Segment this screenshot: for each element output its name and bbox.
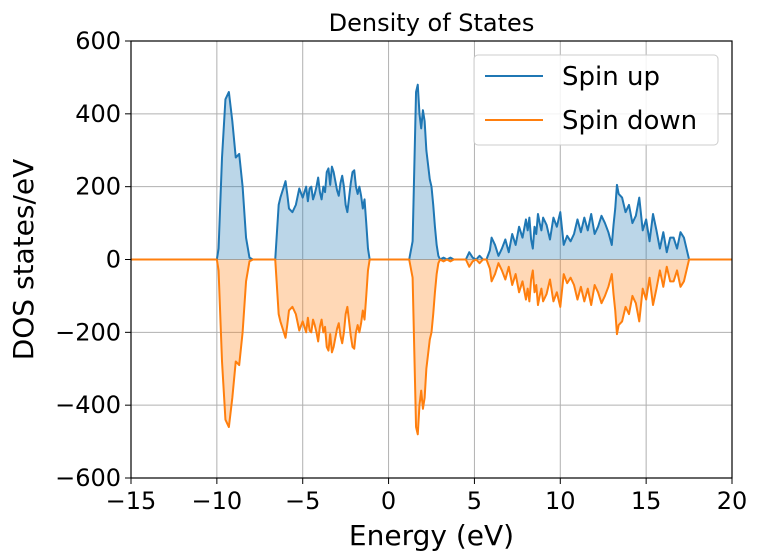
legend: Spin up Spin down — [473, 54, 719, 146]
x-tick-label: 20 — [717, 487, 748, 515]
chart-title: Density of States — [329, 9, 535, 37]
x-tick-label: −5 — [285, 487, 320, 515]
x-tick-label: 10 — [545, 487, 576, 515]
y-tick-label: −400 — [55, 391, 121, 419]
area-spin-up — [131, 84, 732, 260]
x-tick-label: −10 — [192, 487, 243, 515]
x-tick-label: 0 — [381, 487, 396, 515]
series-lines — [131, 83, 732, 436]
y-tick-label: 600 — [75, 27, 121, 55]
area-spin-down — [131, 259, 732, 435]
y-tick-label: 200 — [75, 173, 121, 201]
legend-box — [473, 54, 719, 146]
legend-label-spin-up: Spin up — [562, 62, 660, 92]
legend-label-spin-down: Spin down — [562, 106, 697, 136]
x-tick-label: 5 — [467, 487, 482, 515]
series-fills — [131, 84, 732, 435]
x-tick-label: −15 — [106, 487, 157, 515]
y-tick-label: 0 — [106, 246, 121, 274]
line-spin-down — [131, 258, 732, 436]
x-tick-label: 15 — [631, 487, 662, 515]
x-axis-title: Energy (eV) — [349, 519, 514, 552]
y-tick-label: 400 — [75, 100, 121, 128]
y-tick-label: −600 — [55, 464, 121, 492]
y-axis-title: DOS states/eV — [7, 159, 40, 361]
line-spin-up — [131, 83, 732, 261]
axis-ticks: −15 −10 −5 0 5 10 15 20 −600 −400 −200 0 200 400 600 — [55, 27, 747, 515]
y-tick-label: −200 — [55, 318, 121, 346]
